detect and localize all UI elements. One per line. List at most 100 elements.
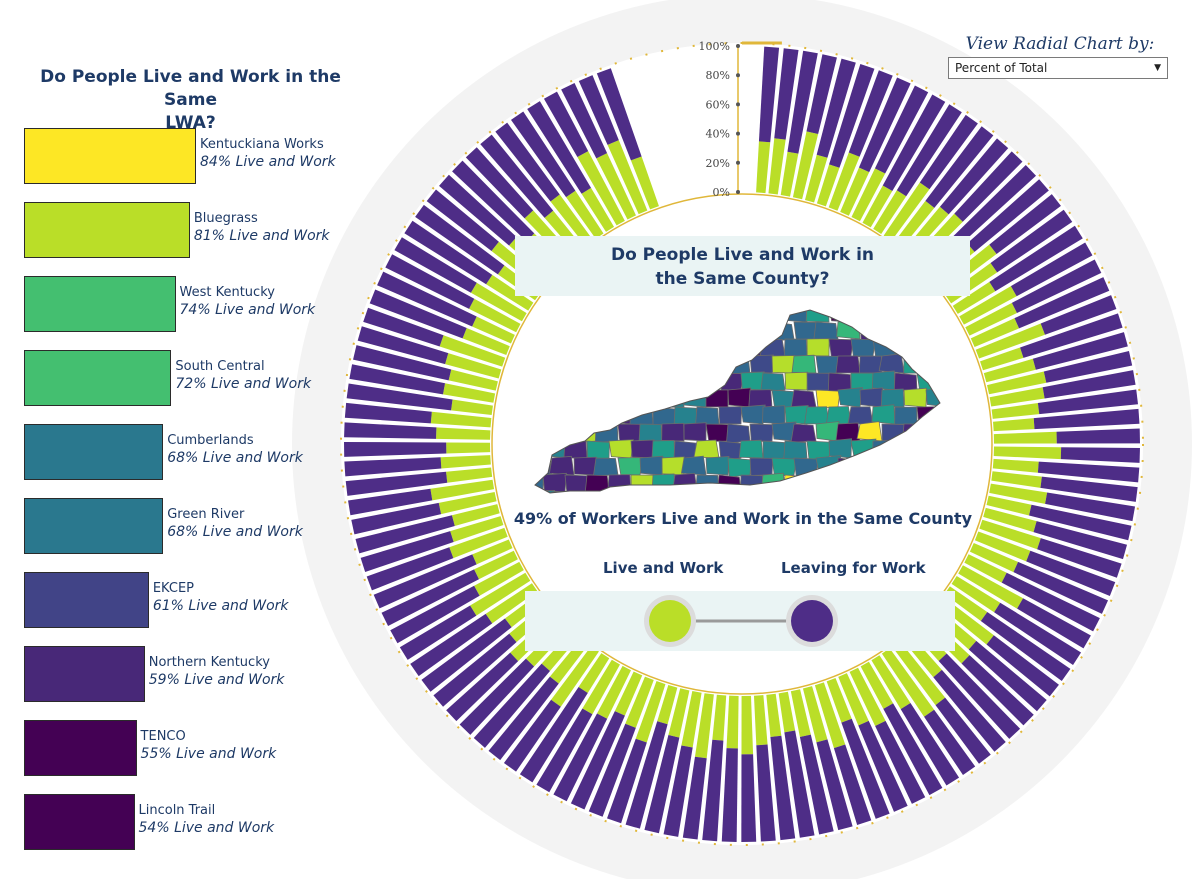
radial-bar-live[interactable] — [873, 190, 907, 234]
radial-bar-leave[interactable] — [426, 189, 499, 252]
map-county[interactable] — [638, 389, 663, 408]
radial-bar-live[interactable] — [668, 688, 690, 738]
radial-bar-leave[interactable] — [1045, 492, 1136, 522]
map-county[interactable] — [916, 406, 941, 425]
map-county[interactable] — [595, 387, 619, 408]
radial-bar-live[interactable] — [581, 187, 615, 232]
map-county[interactable] — [749, 457, 774, 476]
radial-bar-live[interactable] — [862, 185, 893, 228]
map-county[interactable] — [937, 440, 950, 459]
map-county[interactable] — [659, 354, 685, 374]
map-county[interactable] — [586, 440, 610, 460]
radial-bar-live[interactable] — [965, 302, 1017, 336]
map-county[interactable] — [815, 389, 841, 409]
map-county[interactable] — [947, 354, 950, 373]
map-county[interactable] — [923, 355, 948, 374]
map-county[interactable] — [696, 305, 720, 325]
map-county[interactable] — [922, 321, 948, 340]
radial-bar-live[interactable] — [983, 358, 1036, 383]
radial-bar-leave[interactable] — [1011, 259, 1102, 314]
map-county[interactable] — [584, 405, 610, 425]
map-county[interactable] — [894, 474, 920, 493]
map-county[interactable] — [762, 440, 786, 461]
radial-bar-leave[interactable] — [607, 738, 647, 824]
legend-live-dot[interactable] — [649, 600, 691, 642]
map-county[interactable] — [573, 389, 600, 410]
map-county[interactable] — [542, 438, 567, 459]
map-county[interactable] — [828, 474, 853, 493]
map-county[interactable] — [530, 305, 544, 323]
map-county[interactable] — [703, 491, 729, 495]
radial-bar-live[interactable] — [625, 676, 654, 728]
radial-bar-leave[interactable] — [986, 635, 1059, 697]
map-county[interactable] — [748, 389, 773, 408]
map-county[interactable] — [548, 388, 575, 408]
radial-bar-leave[interactable] — [682, 756, 707, 840]
map-county[interactable] — [718, 305, 742, 323]
radial-bar-live[interactable] — [816, 164, 840, 207]
map-county[interactable] — [893, 439, 918, 459]
map-county[interactable] — [727, 457, 752, 478]
map-county[interactable] — [749, 491, 775, 495]
lwa-bar[interactable] — [24, 720, 137, 776]
radial-bar-leave[interactable] — [756, 744, 776, 842]
radial-bar-leave[interactable] — [949, 164, 1037, 248]
map-county[interactable] — [530, 406, 544, 425]
map-county[interactable] — [837, 491, 864, 495]
map-county[interactable] — [771, 457, 797, 477]
radial-bar-live[interactable] — [970, 318, 1020, 347]
map-county[interactable] — [783, 338, 808, 357]
map-county[interactable] — [806, 372, 830, 391]
radial-bar-leave[interactable] — [1029, 504, 1132, 541]
map-county[interactable] — [661, 456, 685, 476]
radial-bar-live[interactable] — [450, 516, 504, 542]
radial-bar-leave[interactable] — [770, 735, 796, 841]
map-county[interactable] — [835, 355, 861, 374]
radial-bar-leave[interactable] — [663, 745, 693, 837]
map-county[interactable] — [881, 320, 907, 340]
map-county[interactable] — [881, 423, 905, 442]
map-county[interactable] — [652, 338, 677, 357]
map-county[interactable] — [782, 474, 808, 494]
map-county[interactable] — [564, 305, 590, 323]
map-county[interactable] — [805, 305, 830, 323]
radial-bar-leave[interactable] — [373, 554, 477, 609]
map-county[interactable] — [938, 474, 950, 494]
map-county[interactable] — [606, 338, 632, 357]
radial-bar-leave[interactable] — [919, 114, 978, 190]
radial-bar-live[interactable] — [944, 586, 988, 621]
radial-bar-leave[interactable] — [459, 658, 535, 735]
radial-bar-leave[interactable] — [381, 569, 479, 627]
radial-bar-live[interactable] — [550, 194, 594, 247]
map-county[interactable] — [946, 389, 950, 407]
radial-bar-leave[interactable] — [758, 46, 780, 143]
radial-bar-leave[interactable] — [858, 720, 908, 812]
radial-bar-leave[interactable] — [829, 64, 875, 168]
radial-bar-leave[interactable] — [989, 225, 1083, 292]
radial-bar-leave[interactable] — [473, 663, 550, 748]
radial-bar-live[interactable] — [578, 653, 610, 693]
map-county[interactable] — [727, 491, 752, 495]
radial-bar-live[interactable] — [614, 671, 643, 716]
map-county[interactable] — [542, 305, 566, 323]
map-county[interactable] — [925, 387, 949, 408]
radial-bar-leave[interactable] — [394, 237, 477, 293]
lwa-bar[interactable] — [24, 276, 176, 332]
map-county[interactable] — [683, 422, 707, 442]
radial-bar-leave[interactable] — [366, 547, 454, 591]
radial-bar-leave[interactable] — [399, 605, 477, 660]
radial-bar-leave[interactable] — [553, 713, 608, 802]
radial-bar-live[interactable] — [826, 678, 852, 723]
map-county[interactable] — [584, 336, 610, 357]
radial-bar-leave[interactable] — [596, 68, 642, 161]
map-county[interactable] — [617, 423, 643, 442]
radial-bar-live[interactable] — [451, 504, 500, 527]
map-county[interactable] — [880, 388, 905, 408]
radial-bar-leave[interactable] — [787, 50, 818, 154]
radial-bar-live[interactable] — [741, 695, 754, 755]
radial-bar-live[interactable] — [991, 471, 1042, 488]
map-county[interactable] — [916, 338, 941, 357]
radial-bar-live[interactable] — [681, 691, 702, 748]
map-county[interactable] — [806, 472, 830, 493]
radial-bar-leave[interactable] — [348, 488, 433, 516]
